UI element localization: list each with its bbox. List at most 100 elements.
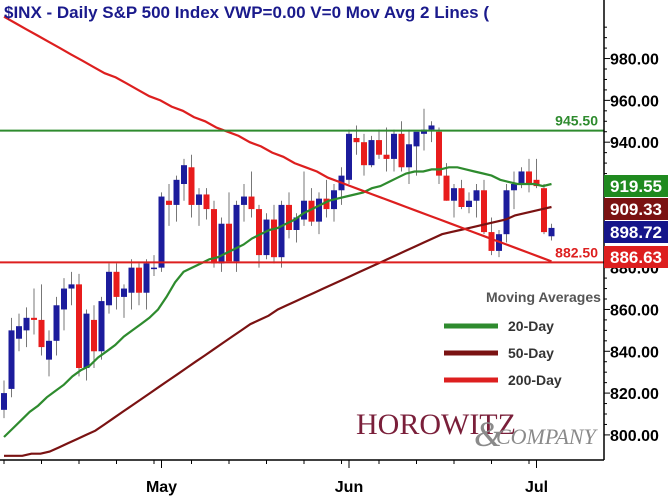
candle-body [226,223,232,262]
y-tick-label: 980.00 [610,52,659,69]
candle-body [316,198,322,222]
ma-line-50-day [4,205,552,457]
candle-body [256,209,262,256]
legend-title: Moving Averages [486,289,601,305]
y-tick-label: 960.00 [610,93,659,110]
last-value-label: 919.55 [610,177,662,196]
candle-body [98,301,105,352]
candle-body [61,288,67,310]
candle-body [398,133,405,168]
candle-body [203,194,210,210]
candle-body [76,284,82,368]
candle-body [383,154,390,159]
candle-body [263,219,270,256]
logo-sub-text: COMPANY [496,424,599,449]
legend-label: 20-Day [508,318,554,334]
candle-body [533,179,540,187]
candle-body [188,167,195,205]
y-tick-label: 860.00 [610,302,659,319]
candle-body [143,263,150,293]
candle-body [481,190,487,233]
candle-body [511,184,517,191]
candle-body [503,190,510,235]
candle-body [83,313,90,368]
candle-body [173,179,180,205]
candle-body [451,188,457,201]
candle-body [91,319,97,352]
y-tick-label: 940.00 [610,135,659,152]
ma-line-200-day [3,15,552,263]
last-value-label: 898.72 [610,223,662,242]
candles [1,108,555,419]
candle-body [106,271,112,306]
candle-body [353,138,360,143]
candle-body [23,317,30,331]
candle-body [181,165,187,184]
candle-body [301,200,307,220]
candle-body [488,232,495,251]
candle-body [128,267,135,293]
candle-body [443,175,450,201]
candle-body [241,196,247,205]
candle-body [46,340,52,360]
candle-body [526,171,532,184]
logo-main-text: HOROWITZ [356,408,516,441]
candle-body [368,140,375,166]
last-value-tags: 919.55 909.33 898.72 886.63 [604,175,668,268]
candle-body [218,223,225,264]
candle-body [166,200,172,205]
x-tick-label: Jul [525,479,548,496]
last-value-label: 886.63 [610,248,662,267]
candle-body [113,271,120,297]
candle-body [548,227,555,237]
legend-label: 200-Day [508,372,562,388]
candle-body [518,171,525,184]
y-tick-label: 820.00 [610,386,659,403]
candle-body [8,330,15,389]
candle-body [436,131,442,176]
last-value-tag [604,198,668,220]
last-value-label: 909.33 [610,200,662,219]
candle-body [38,319,45,348]
y-tick-label: 800.00 [610,428,659,445]
candle-body [31,317,37,320]
candle-body [211,209,217,264]
moving-average-lines [3,15,552,457]
level-label: 882.50 [555,244,598,260]
candle-body [413,131,420,147]
candle-body [466,200,472,207]
x-tick-label: Jun [335,479,363,496]
candle-body [286,204,292,230]
candle-body [53,305,60,341]
horowitz-logo: HOROWITZ & COMPANY [356,408,599,454]
candle-body [248,196,255,210]
x-tick-label: May [146,479,177,496]
level-label: 945.50 [555,113,598,129]
candle-body [376,140,382,155]
last-value-tag [604,175,668,197]
candle-body [361,142,367,166]
candle-body [541,188,547,233]
legend-label: 50-Day [508,345,554,361]
candle-body [1,393,7,410]
y-tick-label: 840.00 [610,344,659,361]
candle-body [391,133,397,159]
last-value-tag [604,221,668,243]
candle-body [68,284,75,289]
candle-body [421,129,427,134]
candle-body [136,267,142,293]
candle-body [406,144,412,168]
candle-body [151,267,157,270]
candle-body [196,194,202,205]
ma-line-20-day [3,166,552,438]
chart-title: $INX - Daily S&P 500 Index VWP=0.00 V=0 … [4,3,489,22]
candle-body [428,125,435,130]
last-value-tag [604,246,668,268]
candle-body [473,190,480,201]
candle-body [121,288,127,297]
candle-body [323,198,330,210]
candle-body [16,326,22,339]
candle-body [458,188,465,207]
candle-body [346,133,352,180]
candle-body [158,196,165,268]
